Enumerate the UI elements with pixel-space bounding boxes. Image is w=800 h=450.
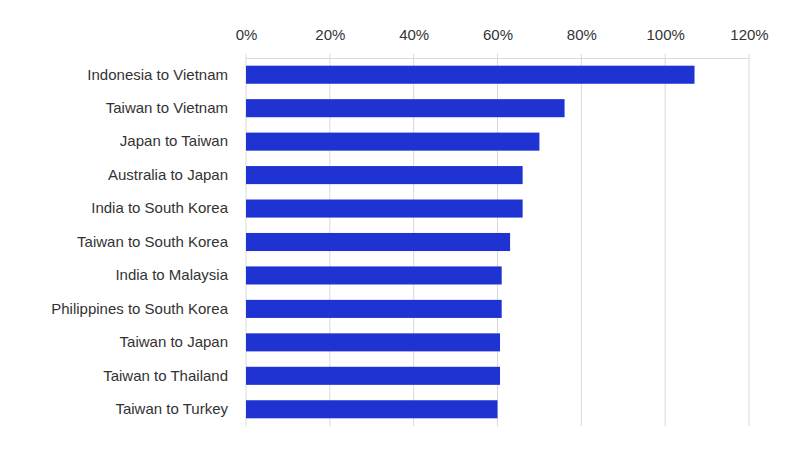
tick: 120% bbox=[730, 26, 768, 58]
category-label: Philippines to South Korea bbox=[51, 300, 228, 317]
bar bbox=[246, 99, 565, 117]
chart: 0% 20% 40% 60% 80% 100% 120% Indonesia to Vietn… bbox=[0, 0, 800, 450]
tick: Japan to Taiwan bbox=[120, 132, 228, 149]
grid-line bbox=[749, 54, 750, 426]
category-label: Japan to Taiwan bbox=[120, 132, 228, 149]
bar bbox=[246, 266, 502, 284]
tick-label: 100% bbox=[646, 26, 684, 43]
category-label: India to South Korea bbox=[91, 199, 228, 216]
axis-line bbox=[247, 58, 750, 59]
category-label: Taiwan to Turkey bbox=[115, 400, 228, 417]
tick-label: 0% bbox=[236, 26, 258, 43]
bar bbox=[246, 400, 498, 418]
bar bbox=[246, 66, 695, 84]
plot: 0% 20% 40% 60% 80% 100% 120% Indonesia to Vietn… bbox=[51, 26, 768, 426]
grid-line bbox=[581, 54, 582, 426]
bar bbox=[246, 200, 523, 218]
tick-label: 20% bbox=[315, 26, 345, 43]
bar bbox=[246, 300, 502, 318]
tick: India to South Korea bbox=[91, 199, 228, 216]
bar bbox=[246, 367, 500, 385]
category-label: Taiwan to Japan bbox=[120, 333, 228, 350]
tick: 100% bbox=[646, 26, 684, 58]
category-label: Indonesia to Vietnam bbox=[87, 66, 228, 83]
x-axis: 0% 20% 40% 60% 80% 100% 120% bbox=[236, 26, 769, 59]
tick: Taiwan to South Korea bbox=[77, 233, 229, 250]
tick: 40% bbox=[399, 26, 429, 58]
tick: Taiwan to Vietnam bbox=[106, 99, 228, 116]
bar bbox=[246, 333, 500, 351]
tick: 20% bbox=[315, 26, 345, 58]
y-axis: Indonesia to Vietnam Taiwan to Vietnam Jap… bbox=[51, 66, 228, 418]
bars bbox=[246, 66, 695, 419]
tick: Indonesia to Vietnam bbox=[87, 66, 228, 83]
bar bbox=[246, 166, 523, 184]
tick: 0% bbox=[236, 26, 258, 58]
tick: Taiwan to Turkey bbox=[115, 400, 228, 417]
category-label: Taiwan to South Korea bbox=[77, 233, 229, 250]
tick-label: 80% bbox=[567, 26, 597, 43]
category-label: Taiwan to Vietnam bbox=[106, 99, 228, 116]
tick: Philippines to South Korea bbox=[51, 300, 228, 317]
grid-line bbox=[665, 54, 666, 426]
tick-label: 60% bbox=[483, 26, 513, 43]
tick-label: 40% bbox=[399, 26, 429, 43]
tick: 60% bbox=[483, 26, 513, 58]
tick: India to Malaysia bbox=[115, 266, 228, 283]
tick-label: 120% bbox=[730, 26, 768, 43]
category-label: India to Malaysia bbox=[115, 266, 228, 283]
tick: Taiwan to Thailand bbox=[103, 367, 228, 384]
grid bbox=[246, 54, 749, 426]
tick: Australia to Japan bbox=[108, 166, 228, 183]
bar bbox=[246, 233, 510, 251]
tick: 80% bbox=[567, 26, 597, 58]
bar bbox=[246, 133, 539, 151]
category-label: Australia to Japan bbox=[108, 166, 228, 183]
tick: Taiwan to Japan bbox=[120, 333, 228, 350]
category-label: Taiwan to Thailand bbox=[103, 367, 228, 384]
